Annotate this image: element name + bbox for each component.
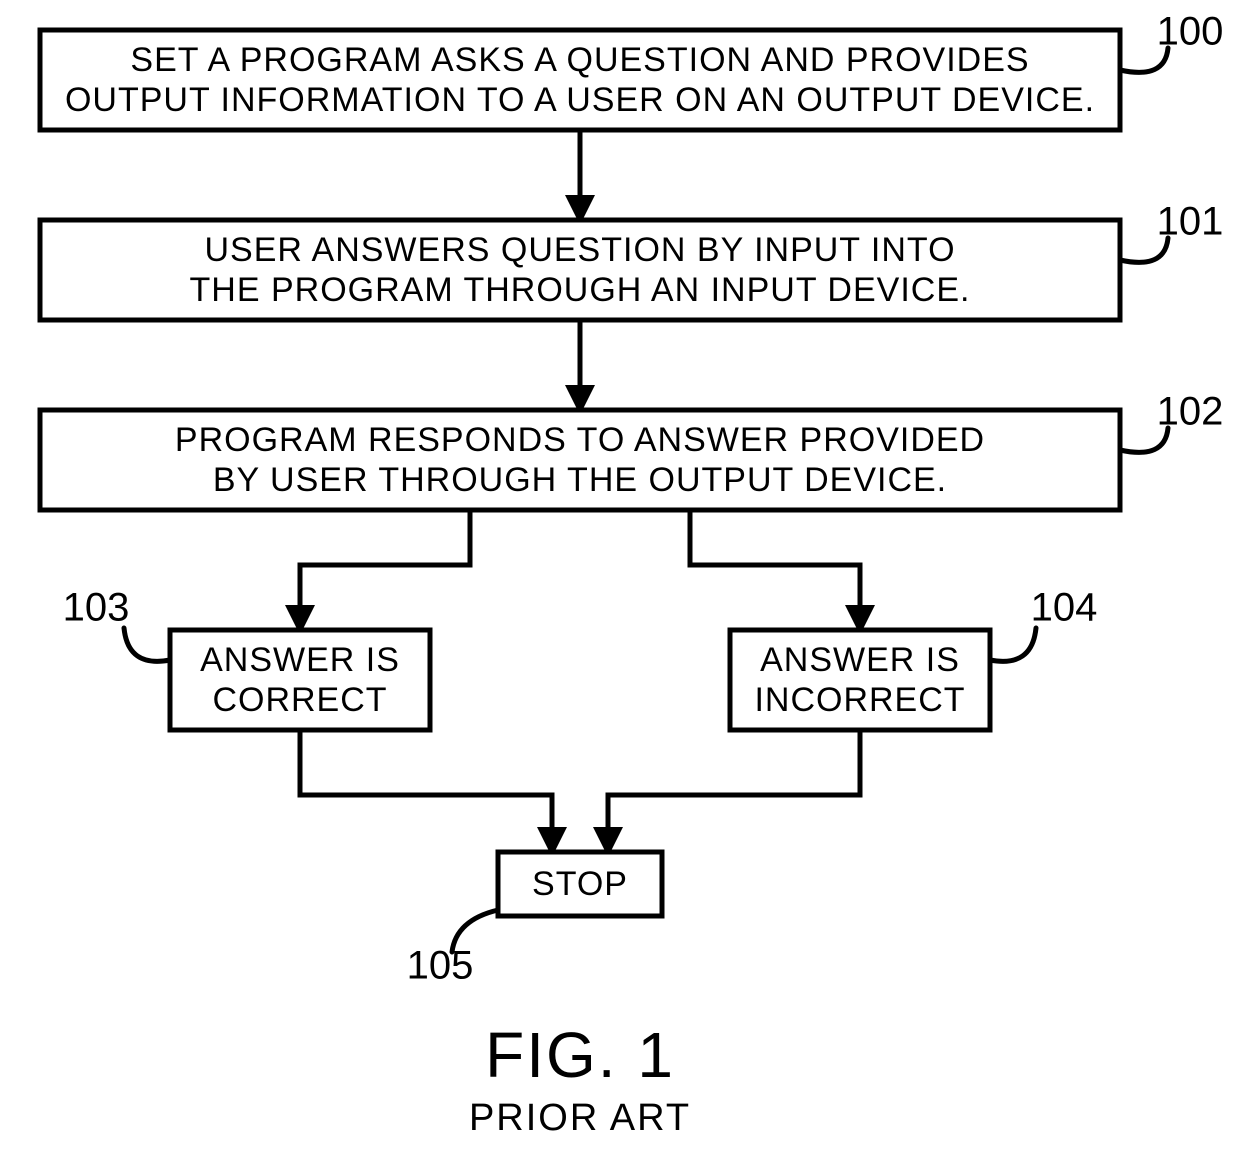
flowchart-node-n101: USER ANSWERS QUESTION BY INPUT INTOTHE P… <box>40 200 1223 320</box>
node-text: CORRECT <box>212 681 387 719</box>
node-text: STOP <box>532 865 628 903</box>
reference-leader <box>124 628 170 661</box>
node-text: ANSWER IS <box>200 641 400 679</box>
reference-number: 100 <box>1157 10 1224 54</box>
node-text: SET A PROGRAM ASKS A QUESTION AND PROVID… <box>130 41 1029 79</box>
node-text: ANSWER IS <box>760 641 960 679</box>
reference-number: 101 <box>1157 200 1224 244</box>
reference-number: 103 <box>63 586 130 630</box>
flowchart-node-n103: ANSWER ISCORRECT 103 <box>63 586 430 730</box>
node-text: BY USER THROUGH THE OUTPUT DEVICE. <box>213 461 947 499</box>
connector <box>608 730 860 852</box>
node-text: USER ANSWERS QUESTION BY INPUT INTO <box>204 231 955 269</box>
connector <box>300 510 470 630</box>
flowchart-node-n102: PROGRAM RESPONDS TO ANSWER PROVIDEDBY US… <box>40 390 1223 510</box>
node-text: THE PROGRAM THROUGH AN INPUT DEVICE. <box>190 271 971 309</box>
reference-leader <box>990 628 1036 661</box>
flowchart-node-n104: ANSWER ISINCORRECT 104 <box>730 586 1097 730</box>
figure-subcaption: PRIOR ART <box>469 1097 691 1139</box>
reference-number: 102 <box>1157 390 1224 434</box>
node-text: INCORRECT <box>754 681 965 719</box>
connector <box>690 510 860 630</box>
figure-caption: FIG. 1 <box>485 1019 675 1091</box>
node-text: OUTPUT INFORMATION TO A USER ON AN OUTPU… <box>65 81 1095 119</box>
reference-number: 105 <box>407 944 474 988</box>
flowchart-node-n100: SET A PROGRAM ASKS A QUESTION AND PROVID… <box>40 10 1223 130</box>
flowchart-node-n105: STOP 105 <box>407 852 662 988</box>
reference-number: 104 <box>1031 586 1098 630</box>
node-text: PROGRAM RESPONDS TO ANSWER PROVIDED <box>175 421 985 459</box>
connector <box>300 730 552 852</box>
